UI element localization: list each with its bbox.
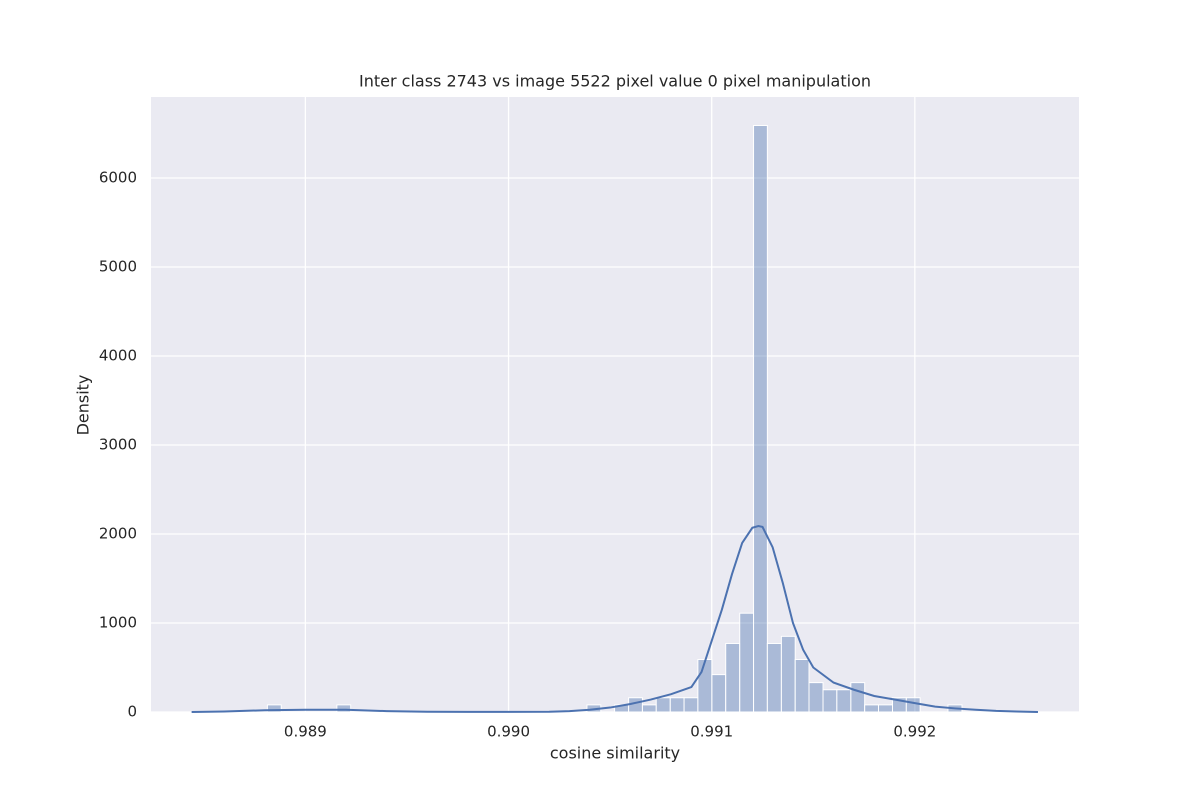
x-tick-label: 0.990 [487,723,530,741]
y-axis-label: Density [74,375,93,436]
x-tick-label: 0.989 [284,723,327,741]
bar [669,697,685,713]
bar [266,704,282,713]
kde-line [191,524,1038,713]
bar [877,704,894,713]
bar [836,689,852,713]
y-tick-label: 6000 [99,168,137,186]
grid [151,97,1079,713]
bar [725,642,741,713]
plot-background [151,97,1079,712]
y-tick-label: 2000 [99,524,137,542]
marks [191,124,1038,713]
bar [850,682,866,713]
x-tick-label: 0.991 [690,723,733,741]
bar [655,697,671,713]
bar [780,635,796,713]
bar [766,642,782,713]
bar [711,674,727,713]
y-tick-label: 5000 [99,257,137,275]
chart-title: Inter class 2743 vs image 5522 pixel val… [359,72,871,91]
bar [794,658,810,713]
x-tick-label: 0.992 [893,723,936,741]
bar [753,124,768,713]
x-axis-label: cosine similarity [550,744,680,763]
bar [336,704,352,713]
bar [905,697,921,713]
y-tick-label: 3000 [99,435,137,453]
bar [683,697,699,713]
bar [808,682,824,713]
bar [822,689,838,713]
y-tick-label: 0 [127,703,137,721]
y-tick-label: 4000 [99,346,137,364]
y-tick-label: 1000 [99,613,137,631]
bar [739,612,755,713]
bar [641,704,657,713]
bar [864,704,879,713]
bar [697,658,713,713]
